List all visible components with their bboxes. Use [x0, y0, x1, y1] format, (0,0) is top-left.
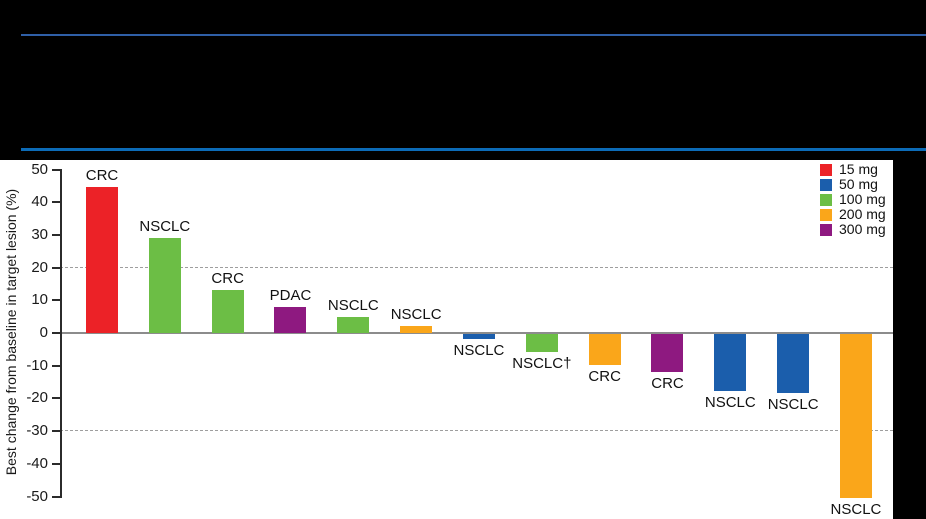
y-tick [52, 495, 60, 498]
y-tick [52, 397, 60, 400]
y-tick-label: -20 [26, 389, 48, 407]
y-tick-label: -50 [26, 487, 48, 505]
legend-swatch [820, 208, 832, 221]
bar-label: CRC [588, 368, 621, 386]
plot-area: 50 40 30 20 10 0 -10 -20 -30 -40 -50 CRC NSCLC CRC PDA… [0, 160, 893, 519]
bar-label: NSCLC [139, 218, 191, 236]
y-tick [52, 430, 60, 433]
legend-item: 100 mg [820, 192, 886, 207]
bar-label: CRC [85, 167, 119, 185]
y-tick-label: 50 [31, 160, 48, 178]
legend-label: 100 mg [839, 191, 886, 207]
y-tick [52, 462, 60, 465]
bar-crc [86, 187, 118, 333]
bar-pdac [274, 306, 307, 333]
legend-swatch [820, 193, 832, 206]
bar-label: NSCLC [830, 500, 882, 518]
y-tick [52, 364, 60, 367]
bar-label: NSCLC† [512, 354, 572, 372]
legend-item: 300 mg [820, 222, 886, 237]
y-tick-label: 0 [39, 324, 48, 341]
bar-nsclc [462, 334, 495, 339]
legend-item: 50 mg [820, 177, 886, 192]
bar-crc [211, 290, 244, 333]
y-tick-label: 20 [31, 258, 48, 276]
bar-label: NSCLC [453, 341, 505, 359]
bar-label: PDAC [269, 286, 312, 304]
header-rule-bottom [21, 148, 926, 151]
y-tick [52, 266, 60, 269]
bar-label: CRC [651, 374, 684, 392]
legend-label: 200 mg [839, 206, 886, 222]
bar-nsclc [714, 334, 747, 392]
bar-nsclc [525, 334, 558, 352]
y-tick-label: -10 [26, 356, 48, 374]
legend-swatch [820, 163, 832, 176]
bar-nsclc [777, 334, 810, 393]
legend: 15 mg 50 mg 100 mg 200 mg 300 mg [820, 162, 886, 237]
y-tick-label: 10 [31, 291, 48, 309]
zero-axis-line [60, 332, 893, 334]
bar-label: NSCLC [704, 394, 756, 412]
bar-label: NSCLC [767, 395, 819, 413]
y-tick-label: 30 [31, 225, 48, 243]
y-tick [52, 168, 60, 171]
legend-item: 15 mg [820, 162, 886, 177]
legend-label: 50 mg [839, 176, 878, 192]
reference-line [60, 430, 893, 432]
y-tick-label: -30 [26, 422, 48, 440]
legend-label: 300 mg [839, 221, 886, 237]
y-tick [52, 299, 60, 302]
bar-nsclc [400, 326, 433, 333]
bar-nsclc [839, 334, 872, 498]
legend-swatch [820, 223, 832, 236]
bar-crc [588, 334, 621, 366]
bar-nsclc [337, 316, 370, 333]
y-tick [52, 332, 60, 334]
legend-label: 15 mg [839, 161, 878, 177]
bar-label: NSCLC [390, 306, 442, 324]
bar-crc [651, 334, 684, 372]
y-axis-line [60, 168, 62, 498]
y-tick-label: 40 [31, 193, 48, 211]
y-tick [52, 233, 60, 236]
legend-swatch [820, 178, 832, 191]
reference-line [60, 266, 893, 268]
bar-label: CRC [211, 270, 244, 288]
header-rule-top [21, 34, 926, 36]
bar-label: NSCLC [327, 296, 379, 314]
chart-panel: Best change from baseline in target lesi… [0, 160, 893, 519]
y-tick-label: -40 [26, 454, 48, 472]
legend-item: 200 mg [820, 207, 886, 222]
bar-nsclc [148, 238, 181, 333]
y-tick [52, 201, 60, 204]
